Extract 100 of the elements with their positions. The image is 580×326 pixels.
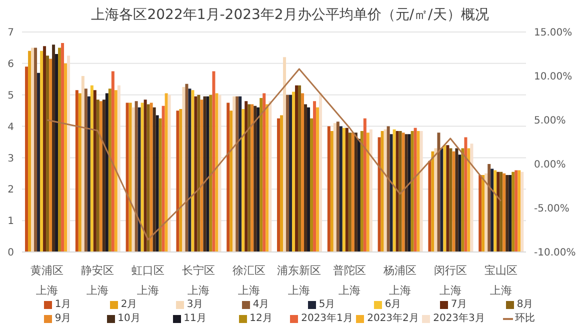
bar (506, 175, 509, 252)
bar (188, 88, 192, 252)
legend-label: 6月 (384, 298, 402, 312)
bar (93, 90, 96, 252)
text: 上海 (288, 284, 310, 297)
text: 上海 (137, 284, 159, 297)
bar (512, 172, 515, 252)
bar (327, 126, 330, 252)
legend-label: 1月 (54, 298, 72, 312)
bar (152, 107, 156, 252)
bar (28, 50, 32, 252)
bar (102, 100, 106, 252)
bar (52, 44, 56, 252)
bar (286, 94, 290, 252)
bar (416, 131, 420, 252)
bar (67, 56, 70, 252)
bar (150, 102, 153, 252)
bar (90, 85, 94, 252)
line-series (46, 68, 502, 240)
bar (132, 107, 135, 252)
bar (179, 109, 182, 252)
bar (478, 175, 482, 252)
bar (260, 98, 263, 252)
legend-label: 11月 (184, 312, 206, 326)
bar (446, 145, 450, 252)
bar (37, 72, 40, 252)
bar (212, 71, 216, 252)
bar (518, 170, 521, 252)
bar (390, 134, 393, 252)
y-tick-label: 6 (8, 58, 14, 70)
bar (443, 145, 446, 252)
bar (185, 84, 188, 252)
legend-label: 环比 (515, 312, 535, 326)
bar (360, 131, 364, 252)
bar (87, 96, 90, 252)
bar (369, 129, 372, 252)
bar (256, 107, 260, 252)
bar (191, 90, 194, 252)
bar (248, 104, 251, 252)
bar (467, 148, 470, 252)
bar (140, 102, 144, 252)
y-tick-label: 7 (8, 28, 14, 39)
bar (144, 100, 147, 252)
legend-label: 2023年1月 (301, 312, 353, 326)
bar (295, 85, 298, 252)
bar (126, 102, 129, 252)
bar (313, 101, 316, 252)
y2-tick-label: 5.00% (534, 116, 566, 127)
bar (134, 101, 138, 252)
bar (420, 131, 423, 252)
text: 上海 (338, 284, 361, 297)
bar (200, 100, 204, 252)
bar (392, 129, 396, 252)
bar (437, 132, 440, 252)
bar (232, 96, 236, 252)
bar (34, 48, 38, 252)
bar (366, 132, 370, 252)
bar (111, 71, 114, 252)
y-tick-label: 1 (8, 216, 14, 228)
bar (238, 96, 242, 252)
bar (508, 175, 512, 252)
bar (162, 106, 165, 252)
y2-tick-label: 15.00% (534, 28, 572, 39)
bar (99, 101, 102, 252)
bar (378, 137, 381, 252)
legend-label: 2023年3月 (433, 312, 485, 326)
bar (84, 88, 88, 252)
bar (25, 66, 28, 252)
text: 上海 (389, 284, 411, 297)
bar (289, 94, 292, 252)
bar (500, 172, 503, 252)
bar (206, 96, 210, 252)
bar (458, 154, 462, 252)
bar (117, 85, 120, 252)
legend-label: 4月 (252, 298, 270, 312)
bar (363, 118, 366, 252)
bar (452, 151, 456, 252)
bar (398, 131, 402, 252)
bar (404, 134, 408, 252)
bar (242, 109, 245, 252)
bar (351, 132, 354, 252)
bar (298, 85, 302, 252)
bar (215, 93, 218, 252)
text: 上海 (238, 284, 260, 297)
y-tick-label: 0 (8, 248, 14, 259)
bar (449, 148, 452, 252)
x-tick-label: 普陀区 (333, 264, 366, 277)
bar (49, 58, 52, 252)
bar (384, 129, 387, 252)
bar (428, 160, 432, 252)
bar (410, 131, 414, 252)
bar (64, 63, 68, 252)
bar (386, 126, 390, 252)
bar (254, 106, 257, 252)
bar (396, 131, 399, 252)
legend-label: 12月 (250, 312, 272, 326)
text: 上海 (36, 284, 58, 297)
bar (336, 122, 340, 252)
y-tick-label: 5 (8, 90, 14, 102)
bar (470, 144, 474, 252)
